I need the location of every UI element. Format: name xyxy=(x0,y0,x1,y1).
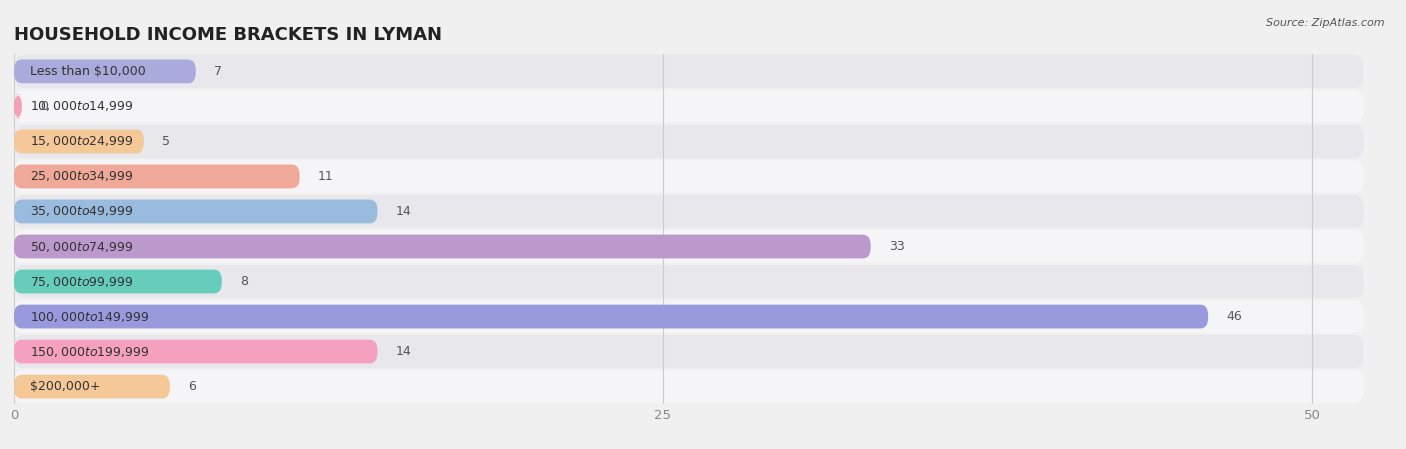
Text: $75,000 to $99,999: $75,000 to $99,999 xyxy=(30,274,134,289)
FancyBboxPatch shape xyxy=(14,335,1364,368)
FancyBboxPatch shape xyxy=(14,304,1208,329)
Text: 33: 33 xyxy=(889,240,904,253)
Text: $25,000 to $34,999: $25,000 to $34,999 xyxy=(30,169,134,184)
FancyBboxPatch shape xyxy=(14,199,377,224)
FancyBboxPatch shape xyxy=(14,339,377,364)
FancyBboxPatch shape xyxy=(14,234,870,259)
Text: 14: 14 xyxy=(395,345,412,358)
FancyBboxPatch shape xyxy=(14,164,299,189)
Text: 11: 11 xyxy=(318,170,333,183)
FancyBboxPatch shape xyxy=(14,55,1364,88)
Text: 5: 5 xyxy=(162,135,170,148)
FancyBboxPatch shape xyxy=(14,230,1364,263)
Text: 7: 7 xyxy=(214,65,222,78)
FancyBboxPatch shape xyxy=(14,160,1364,193)
FancyBboxPatch shape xyxy=(14,125,1364,158)
FancyBboxPatch shape xyxy=(14,300,1364,333)
FancyBboxPatch shape xyxy=(14,195,1364,228)
Text: 46: 46 xyxy=(1226,310,1241,323)
FancyBboxPatch shape xyxy=(14,90,1364,123)
Text: 8: 8 xyxy=(240,275,247,288)
FancyBboxPatch shape xyxy=(14,269,222,294)
Text: $15,000 to $24,999: $15,000 to $24,999 xyxy=(30,134,134,149)
Text: 0: 0 xyxy=(39,100,48,113)
Text: $35,000 to $49,999: $35,000 to $49,999 xyxy=(30,204,134,219)
Text: $150,000 to $199,999: $150,000 to $199,999 xyxy=(30,344,149,359)
FancyBboxPatch shape xyxy=(14,370,1364,403)
FancyBboxPatch shape xyxy=(14,94,22,119)
FancyBboxPatch shape xyxy=(14,59,195,84)
Text: $50,000 to $74,999: $50,000 to $74,999 xyxy=(30,239,134,254)
Text: $200,000+: $200,000+ xyxy=(30,380,100,393)
Text: $100,000 to $149,999: $100,000 to $149,999 xyxy=(30,309,149,324)
FancyBboxPatch shape xyxy=(14,129,143,154)
Text: 14: 14 xyxy=(395,205,412,218)
FancyBboxPatch shape xyxy=(14,374,170,399)
Text: Source: ZipAtlas.com: Source: ZipAtlas.com xyxy=(1267,18,1385,28)
Text: $10,000 to $14,999: $10,000 to $14,999 xyxy=(30,99,134,114)
Text: HOUSEHOLD INCOME BRACKETS IN LYMAN: HOUSEHOLD INCOME BRACKETS IN LYMAN xyxy=(14,26,441,44)
FancyBboxPatch shape xyxy=(14,265,1364,298)
Text: 6: 6 xyxy=(188,380,195,393)
Text: Less than $10,000: Less than $10,000 xyxy=(30,65,145,78)
